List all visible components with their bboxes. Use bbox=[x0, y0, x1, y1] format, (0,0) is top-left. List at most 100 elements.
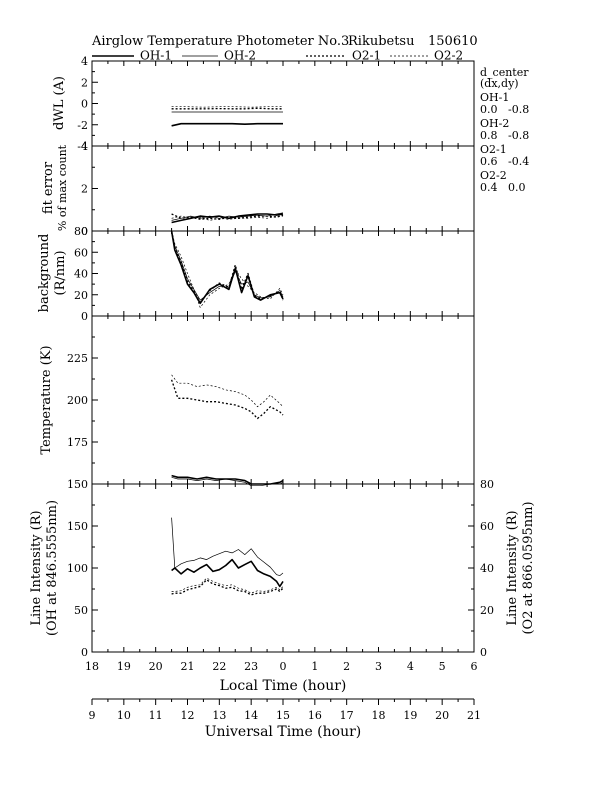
axis-label-fit-error: fit error bbox=[41, 161, 56, 214]
figure-title: Airglow Temperature Photometer No.3 bbox=[91, 34, 349, 49]
y-axis-tick-label: 4 bbox=[81, 140, 88, 153]
local-time-tick-label: 22 bbox=[212, 660, 226, 673]
y-axis-tick-label: 80 bbox=[74, 225, 88, 238]
background-plot: 80 60 40 20 0 bbox=[74, 225, 475, 323]
intensity-plot: 150 100 50 0 80 60 40 20 0 bbox=[67, 478, 494, 659]
series-line-oh2 bbox=[171, 517, 284, 576]
side-info-line: 0.4 0.0 bbox=[480, 181, 525, 194]
panel-frame bbox=[91, 315, 475, 485]
y-axis-tick-label: 40 bbox=[74, 268, 88, 281]
series-line-oh2 bbox=[171, 230, 284, 301]
side-info-line: OH-2 bbox=[480, 117, 509, 130]
date-label: 150610 bbox=[428, 34, 478, 49]
side-info-line: 0.0 -0.8 bbox=[480, 103, 529, 116]
series-line-o22 bbox=[171, 106, 283, 108]
side-info-line: 0.8 -0.8 bbox=[480, 129, 529, 142]
local-time-tick-label: 6 bbox=[471, 660, 478, 673]
y-axis-tick-label: 0 bbox=[81, 310, 88, 323]
panel-frame bbox=[91, 145, 475, 232]
local-time-tick-label: 3 bbox=[375, 660, 382, 673]
series-line-oh1 bbox=[171, 122, 283, 127]
panel-background: 80 60 40 20 0 background (R/nm) bbox=[37, 225, 475, 323]
fit-error-plot: 4 2 0 bbox=[81, 140, 475, 238]
station-label: Rikubetsu bbox=[348, 34, 414, 49]
series-line-o21 bbox=[171, 579, 284, 596]
series-line-o22 bbox=[171, 215, 283, 221]
series-line-oh1 bbox=[171, 558, 284, 588]
series-line-oh1 bbox=[170, 230, 284, 305]
local-time-tick-label: 21 bbox=[181, 660, 195, 673]
axis-label-dwl: dWL (A) bbox=[52, 76, 67, 130]
ut-tick-label: 18 bbox=[372, 709, 386, 722]
y-axis-tick-label: 0 bbox=[81, 646, 88, 659]
local-time-tick-label: 5 bbox=[439, 660, 446, 673]
y-axis-tick-label: 0 bbox=[81, 225, 88, 238]
y2-axis-tick-label: 0 bbox=[480, 646, 487, 659]
y-axis-tick-label: 100 bbox=[67, 562, 88, 575]
axis-label-intensity-o2: Line Intensity (R) bbox=[505, 510, 520, 625]
panel-temperature: 225 200 175 150 Temperature (K) bbox=[39, 315, 475, 491]
ut-tick-label: 20 bbox=[435, 709, 449, 722]
axis-label-intensity-oh: Line Intensity (R) bbox=[29, 510, 44, 625]
local-time-tick-label: 23 bbox=[244, 660, 258, 673]
local-time-tick-label: 20 bbox=[149, 660, 163, 673]
panel-frame bbox=[91, 230, 475, 317]
series-line-o22 bbox=[171, 374, 284, 408]
legend-label-oh2: OH-2 bbox=[224, 49, 256, 63]
ut-tick-label: 15 bbox=[276, 709, 290, 722]
y-axis-tick-label: 150 bbox=[67, 520, 88, 533]
local-time-axis: 18 19 20 21 22 23 0 1 2 3 4 5 6 bbox=[85, 660, 478, 673]
y-axis-tick-label: 20 bbox=[74, 289, 88, 302]
local-time-tick-label: 18 bbox=[85, 660, 99, 673]
y2-axis-tick-label: 40 bbox=[480, 562, 494, 575]
y-axis-tick-label: -2 bbox=[77, 119, 88, 132]
ut-tick-label: 12 bbox=[181, 709, 195, 722]
y-axis-tick-label: 200 bbox=[67, 394, 88, 407]
universal-time-label: Universal Time (hour) bbox=[205, 724, 362, 740]
series-line-o22 bbox=[171, 230, 284, 308]
y2-axis-tick-label: 20 bbox=[480, 604, 494, 617]
y-axis-tick-label: 50 bbox=[74, 604, 88, 617]
ut-tick-label: 13 bbox=[212, 709, 226, 722]
side-info-line: d_center bbox=[480, 66, 529, 79]
dwl-plot: 4 2 0 -2 -4 bbox=[77, 55, 475, 153]
legend-label-o22: O2-2 bbox=[434, 49, 463, 63]
legend-label-o21: O2-1 bbox=[352, 49, 381, 63]
ut-tick-label: 21 bbox=[467, 709, 481, 722]
ut-tick-label: 19 bbox=[403, 709, 417, 722]
axis-label-intensity-o2-line: (O2 at 866.0595nm) bbox=[521, 501, 536, 634]
legend-label-oh1: OH-1 bbox=[140, 49, 172, 63]
ut-tick-label: 11 bbox=[149, 709, 163, 722]
universal-time-axis: 9 10 11 12 13 14 15 16 17 18 19 20 21 bbox=[89, 699, 481, 722]
y-axis-tick-label: 150 bbox=[67, 478, 88, 491]
y-axis-tick-label: 225 bbox=[67, 352, 88, 365]
y-axis-tick-label: -4 bbox=[77, 140, 88, 153]
series-line-oh1 bbox=[171, 474, 284, 485]
panel-fit-error: 4 2 0 fit error % of max count bbox=[41, 140, 475, 238]
series-line-o21 bbox=[170, 230, 284, 303]
panel-frame bbox=[91, 60, 475, 147]
y-axis-tick-label: 2 bbox=[81, 76, 88, 89]
panel-intensity: 150 100 50 0 80 60 40 20 0 Line Intensity (R) (O… bbox=[29, 478, 536, 659]
local-time-tick-label: 0 bbox=[280, 660, 287, 673]
side-info-line: (dx,dy) bbox=[480, 77, 519, 90]
series-line-o21 bbox=[171, 107, 283, 110]
y-axis-tick-label: 2 bbox=[81, 183, 88, 196]
legend: OH-1 OH-2 O2-1 O2-2 bbox=[92, 49, 463, 63]
y2-axis-tick-label: 80 bbox=[480, 478, 494, 491]
y-axis-tick-label: 175 bbox=[67, 436, 88, 449]
ut-tick-label: 16 bbox=[308, 709, 322, 722]
y-axis-tick-label: 0 bbox=[81, 98, 88, 111]
ut-tick-label: 9 bbox=[89, 709, 96, 722]
axis-label-intensity-oh-line: (OH at 846.5555nm) bbox=[45, 500, 60, 636]
panel-frame bbox=[91, 483, 475, 653]
ut-tick-label: 14 bbox=[244, 709, 258, 722]
local-time-tick-label: 1 bbox=[311, 660, 318, 673]
local-time-tick-label: 4 bbox=[407, 660, 414, 673]
y-axis-tick-label: 4 bbox=[81, 55, 88, 68]
series-line-o21 bbox=[171, 213, 284, 220]
axis-label-fit-error-units: % of max count bbox=[56, 144, 69, 231]
side-info-line: O2-2 bbox=[480, 169, 507, 182]
local-time-tick-label: 2 bbox=[343, 660, 350, 673]
